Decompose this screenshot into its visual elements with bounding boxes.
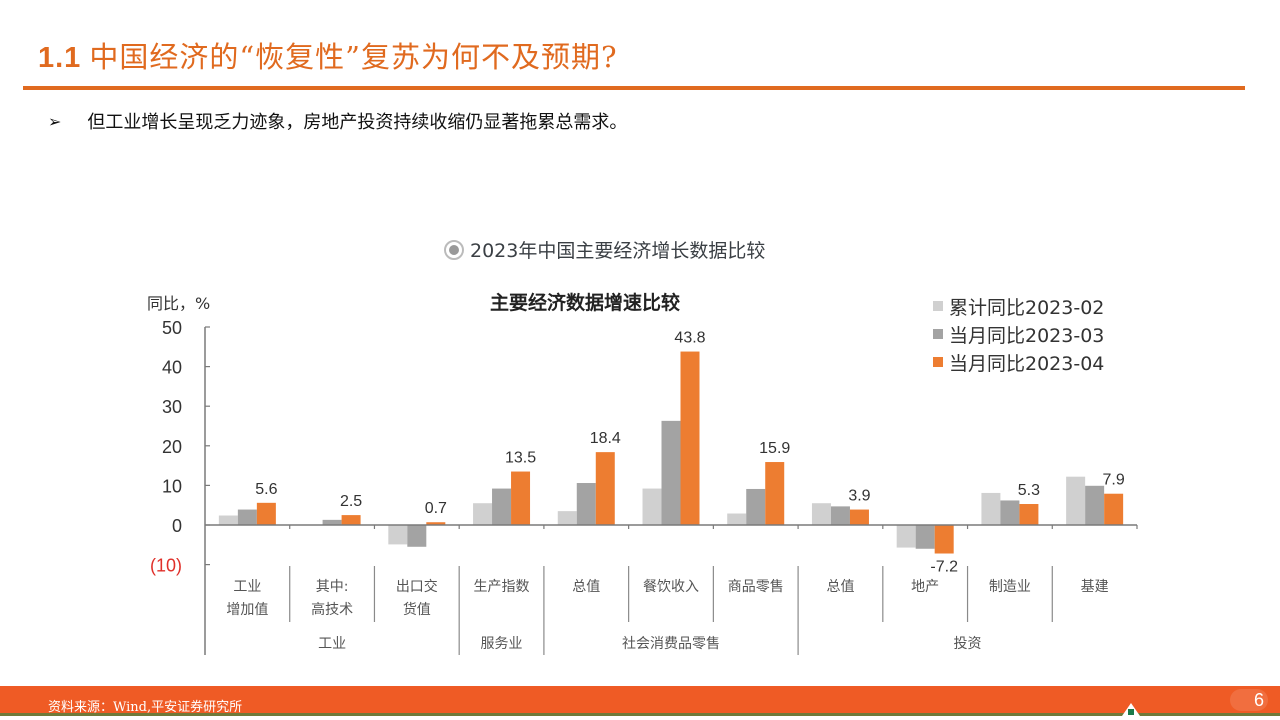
radio-bullet-icon	[444, 239, 464, 260]
legend-item: 累计同比2023-02	[933, 292, 1104, 320]
bar	[915, 525, 935, 549]
bar	[511, 471, 531, 525]
bar	[256, 502, 276, 525]
bar	[981, 492, 1001, 525]
data-label: -7.2	[930, 559, 958, 576]
data-label: 7.9	[1103, 472, 1125, 489]
bar	[576, 483, 596, 525]
bar	[1066, 476, 1086, 525]
x-category-label: 增加值	[226, 602, 268, 618]
chart-legend: 累计同比2023-02 当月同比2023-03 当月同比2023-04	[933, 292, 1104, 376]
x-group-label: 工业	[318, 636, 346, 652]
data-label: 15.9	[759, 440, 790, 457]
legend-swatch-icon	[933, 329, 943, 339]
data-label: 5.6	[255, 481, 277, 498]
bar	[303, 524, 323, 526]
x-category-label: 高技术	[311, 601, 353, 618]
y-tick-label: 20	[162, 437, 182, 457]
legend-item: 当月同比2023-03	[933, 320, 1104, 348]
bar	[388, 525, 408, 545]
caption-text: 2023年中国主要经济增长数据比较	[470, 240, 766, 262]
bar	[746, 488, 766, 525]
x-group-label: 服务业	[481, 636, 523, 652]
title-text: 中国经济的“恢复性”复苏为何不及预期?	[89, 40, 618, 74]
bar	[1085, 485, 1105, 525]
bar	[849, 509, 869, 525]
y-tick-label: 50	[162, 318, 182, 338]
x-category-label: 货值	[403, 601, 431, 618]
x-category-label: 总值	[572, 579, 600, 595]
y-tick-label: (10)	[150, 556, 182, 576]
bar	[341, 515, 361, 525]
data-label: 0.7	[425, 500, 447, 517]
y-tick-label: 40	[162, 358, 182, 378]
bar	[680, 351, 700, 525]
data-label: 13.5	[505, 450, 536, 467]
legend-label: 当月同比2023-04	[949, 352, 1105, 375]
bar	[426, 522, 446, 525]
legend-label: 当月同比2023-03	[949, 324, 1105, 347]
figure-caption: 2023年中国主要经济增长数据比较	[444, 236, 765, 263]
bar	[473, 503, 493, 525]
bar	[642, 488, 662, 525]
x-category-label: 总值	[826, 579, 854, 595]
bar	[1104, 493, 1124, 525]
legend-swatch-icon	[933, 357, 943, 367]
x-category-label: 工业	[233, 579, 261, 595]
bar	[557, 511, 577, 525]
bar	[407, 525, 427, 547]
bar	[661, 420, 681, 525]
y-tick-label: 10	[162, 476, 182, 496]
y-tick-label: 0	[172, 516, 182, 536]
legend-swatch-icon	[933, 301, 943, 311]
footer-bar: 资料来源：Wind,平安证券研究所 6	[0, 686, 1280, 716]
data-label: 43.8	[674, 330, 705, 347]
bar	[727, 513, 747, 525]
x-category-label: 基建	[1081, 578, 1109, 595]
bar	[218, 515, 238, 525]
page-pill	[1230, 689, 1268, 711]
legend-label: 累计同比2023-02	[949, 296, 1105, 319]
chart-title: 主要经济数据增速比较	[490, 292, 681, 314]
bullet-point: ➢ 但工业增长呈现乏力迹象，房地产投资持续收缩仍显著拖累总需求。	[48, 108, 627, 134]
x-category-label: 制造业	[989, 579, 1031, 595]
bar	[811, 503, 831, 525]
x-category-label: 出口交	[396, 578, 438, 595]
page-title: 1.1 中国经济的“恢复性”复苏为何不及预期?	[38, 34, 618, 76]
data-label: 5.3	[1018, 482, 1040, 499]
bar	[322, 519, 342, 525]
bar	[595, 452, 615, 525]
source-note: 资料来源：Wind,平安证券研究所	[48, 700, 243, 715]
x-group-label: 投资	[954, 636, 982, 652]
data-label: 3.9	[848, 488, 870, 505]
bar	[492, 488, 512, 525]
company-logo-icon	[1122, 703, 1140, 716]
x-category-label: 地产	[911, 579, 939, 595]
title-divider	[23, 86, 1245, 90]
data-label: 2.5	[340, 493, 362, 510]
y-axis-label: 同比，%	[147, 294, 211, 313]
x-category-label: 生产指数	[474, 579, 530, 595]
section-number: 1.1	[38, 42, 82, 74]
arrow-bullet-icon: ➢	[48, 111, 62, 131]
bar	[1000, 500, 1020, 525]
bar	[237, 509, 257, 525]
bar	[830, 506, 850, 525]
bar	[934, 525, 954, 554]
bullet-text: 但工业增长呈现乏力迹象，房地产投资持续收缩仍显著拖累总需求。	[87, 112, 628, 133]
x-group-label: 社会消费品零售	[622, 636, 720, 652]
x-category-label: 商品零售	[728, 579, 784, 595]
x-category-label: 餐饮收入	[643, 579, 699, 595]
x-category-label: 其中:	[316, 579, 349, 595]
page-number: 6	[1253, 690, 1264, 710]
bar	[896, 525, 916, 548]
bar	[1019, 504, 1039, 525]
data-label: 18.4	[590, 430, 621, 447]
bar	[765, 462, 785, 525]
y-tick-label: 30	[162, 397, 182, 417]
legend-item: 当月同比2023-04	[933, 348, 1104, 376]
